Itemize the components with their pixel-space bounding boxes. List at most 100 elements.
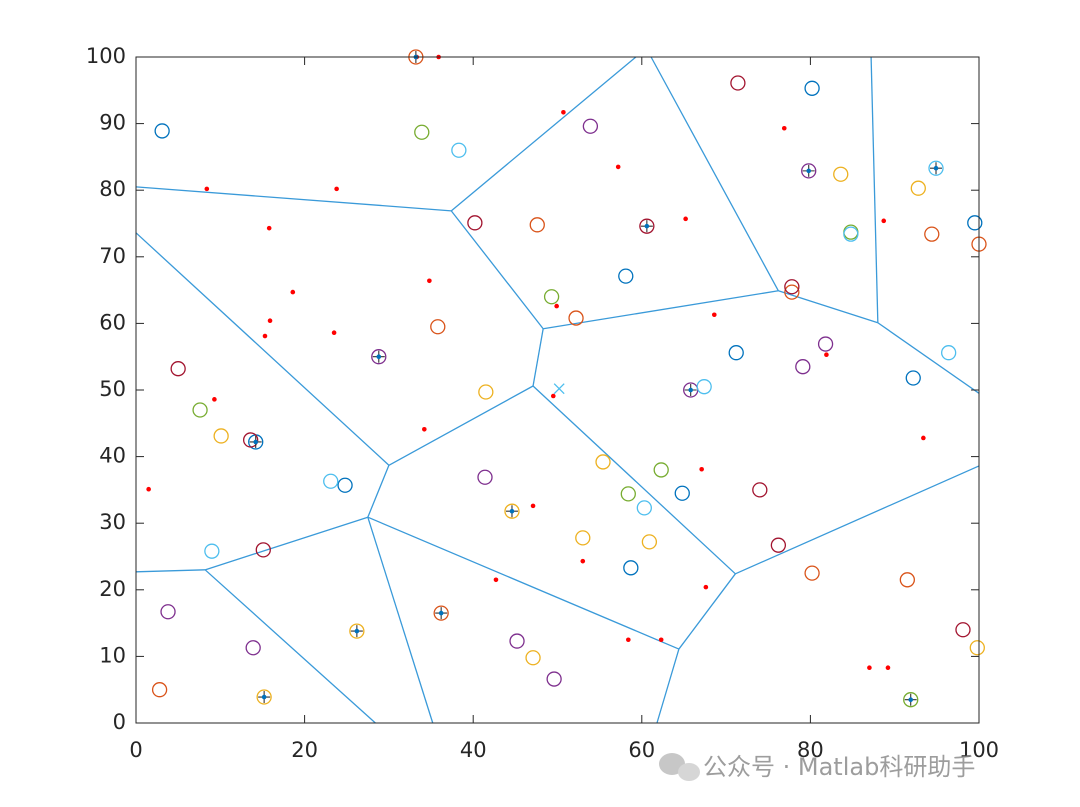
point (509, 633, 525, 649)
dot-marker (493, 577, 499, 583)
circle-marker (623, 560, 639, 576)
point (618, 268, 634, 284)
point (504, 503, 520, 519)
dot-marker (881, 218, 887, 224)
point (903, 692, 919, 708)
y-tick-label: 60 (99, 310, 126, 334)
dot-marker (615, 164, 621, 170)
circle-marker (478, 384, 494, 400)
point (928, 160, 944, 176)
point (529, 217, 545, 233)
point (451, 142, 467, 158)
point (255, 542, 271, 558)
point (478, 384, 494, 400)
plus-dot (908, 697, 914, 702)
dot-marker (146, 486, 151, 492)
dot-marker (626, 637, 631, 643)
circle-marker (543, 289, 560, 305)
point (350, 625, 363, 638)
dot-marker (580, 558, 586, 564)
circle-marker (529, 217, 545, 233)
circle-marker (899, 572, 915, 588)
voronoi-edge (650, 56, 779, 292)
plot-area: 0 20 40 60 80 100 0 10 20 30 40 50 60 70 80 90 100 (86, 44, 999, 762)
point (430, 319, 446, 335)
dot-marker (212, 397, 217, 402)
point (703, 584, 709, 590)
y-tick-label: 90 (99, 111, 126, 135)
circle-marker (636, 500, 652, 516)
circle-marker (728, 345, 744, 361)
point (967, 215, 983, 231)
circle-marker (804, 565, 820, 581)
voronoi-edge (678, 573, 736, 650)
circle-marker (582, 118, 599, 134)
point (833, 166, 849, 182)
dot-marker (267, 318, 273, 324)
point (422, 426, 427, 432)
point (525, 650, 541, 666)
point (242, 432, 259, 448)
point (658, 637, 664, 643)
point (674, 485, 690, 501)
point (256, 689, 272, 705)
point (371, 349, 387, 365)
point (553, 383, 565, 395)
plus-dot (806, 168, 812, 174)
plus-dot (933, 165, 939, 171)
point (824, 352, 829, 358)
dot-marker (554, 303, 559, 309)
circle-marker (752, 482, 768, 498)
point (885, 665, 891, 671)
plus-dot (688, 387, 693, 393)
voronoi-edge (135, 186, 452, 212)
voronoi-edge (450, 56, 637, 212)
circle-marker (245, 640, 261, 656)
dot-marker (683, 216, 688, 222)
point (924, 226, 940, 242)
circle-marker (653, 462, 669, 478)
point (323, 473, 339, 489)
circle-marker (204, 543, 220, 559)
dot-marker (867, 665, 872, 671)
point (941, 345, 957, 361)
point (146, 486, 151, 492)
circle-marker (349, 623, 365, 639)
watermark: 公众号 · Matlab科研助手 (703, 753, 975, 781)
point (192, 402, 208, 418)
point (930, 162, 943, 175)
y-tick-label: 30 (99, 510, 126, 534)
plus-dot (438, 610, 444, 616)
y-tick-label: 70 (99, 244, 126, 268)
point (349, 623, 365, 639)
x-tick-label: 60 (628, 738, 655, 762)
dot-marker (290, 289, 296, 295)
circle-marker (467, 215, 483, 231)
point (683, 216, 688, 222)
voronoi-edge (388, 385, 534, 466)
watermark-icon (659, 753, 700, 781)
circle-marker (242, 432, 259, 448)
circle-marker (323, 473, 339, 489)
circle-marker (451, 142, 467, 158)
point (530, 503, 536, 509)
point (623, 560, 639, 576)
point (204, 543, 220, 559)
x-tick-label: 100 (959, 738, 999, 762)
circle-marker (525, 650, 541, 666)
circle-marker (256, 689, 272, 705)
dot-marker (334, 186, 339, 192)
voronoi-edge (204, 516, 369, 571)
point (626, 637, 631, 643)
circle-marker (151, 682, 168, 698)
voronoi-edge (543, 290, 779, 330)
x-tick-label: 40 (460, 738, 487, 762)
point (477, 469, 493, 485)
point (433, 605, 449, 621)
y-tick-label: 20 (99, 577, 126, 601)
y-tick-label: 50 (99, 377, 126, 401)
plus-dot (354, 628, 360, 634)
point (653, 462, 669, 478)
dot-marker (711, 312, 717, 318)
